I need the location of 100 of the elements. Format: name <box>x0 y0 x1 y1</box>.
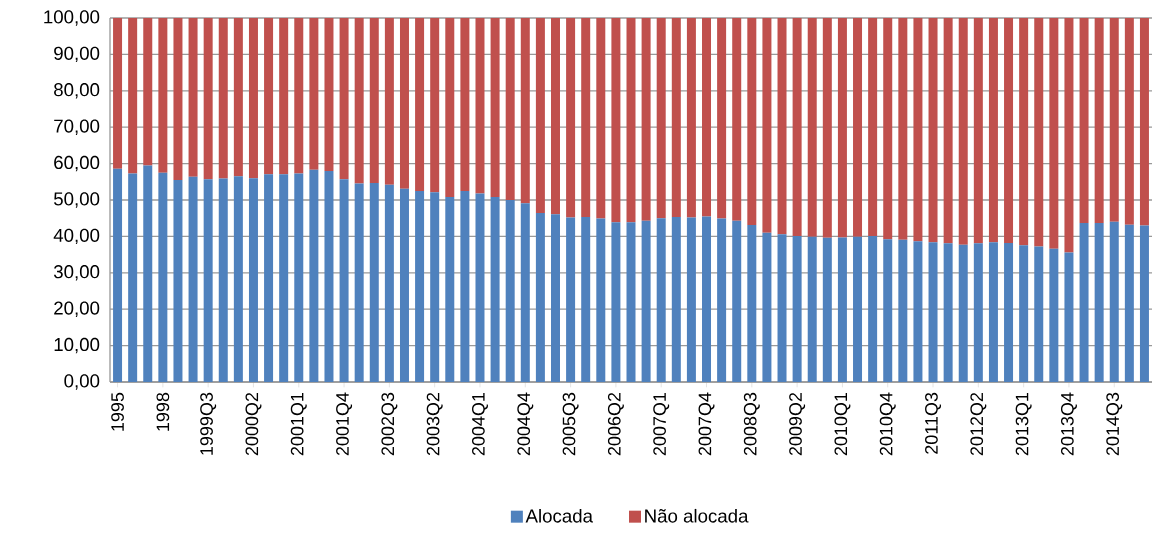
bar <box>309 17 319 170</box>
x-tick-label: 2004Q1 <box>472 392 488 456</box>
bar <box>324 170 334 382</box>
bar <box>248 178 258 382</box>
bar <box>490 17 500 198</box>
bar <box>324 17 334 171</box>
bar <box>777 234 787 382</box>
bar <box>173 179 183 382</box>
x-tick-label: 2008Q3 <box>743 392 760 456</box>
bar <box>158 172 168 382</box>
bar <box>309 169 319 382</box>
bar <box>188 17 198 177</box>
bar <box>475 193 485 382</box>
bar <box>415 190 425 382</box>
x-tick-label: 2010Q1 <box>834 392 851 456</box>
bar <box>520 17 530 204</box>
bar <box>505 200 515 382</box>
bar <box>671 217 681 382</box>
bar <box>1019 245 1029 382</box>
bar <box>369 182 379 382</box>
x-tick-label: 1999Q3 <box>200 392 217 455</box>
bar <box>399 188 409 382</box>
bar <box>113 17 123 169</box>
bar <box>490 197 500 382</box>
x-tick-label: 2000Q2 <box>245 392 262 456</box>
bar <box>837 237 847 382</box>
bar <box>460 17 470 191</box>
bar <box>143 17 153 166</box>
bar <box>1079 17 1089 223</box>
bar <box>128 17 138 174</box>
bar <box>158 17 168 173</box>
bar <box>1064 17 1074 253</box>
bar <box>1109 221 1119 382</box>
bar <box>626 17 636 223</box>
bar <box>1124 17 1134 225</box>
bar <box>686 17 696 218</box>
bar <box>1049 248 1059 382</box>
bar <box>1079 222 1089 382</box>
y-tick-label: 20,00 <box>54 301 100 317</box>
x-tick-label: 2004Q4 <box>517 392 534 456</box>
bar <box>551 17 560 215</box>
y-tick-label: 100,00 <box>44 10 100 26</box>
x-tick-label: 2013Q1 <box>1015 392 1032 456</box>
bar <box>807 236 817 382</box>
bar <box>1139 17 1149 226</box>
legend-label: Alocada <box>525 508 593 523</box>
bar <box>264 17 274 175</box>
bar <box>475 17 485 194</box>
bar <box>868 236 878 382</box>
y-tick-label: 80,00 <box>54 83 100 99</box>
bar <box>671 17 681 218</box>
bar <box>958 17 968 245</box>
bar <box>188 176 198 382</box>
bar <box>218 17 228 179</box>
bar <box>641 220 651 382</box>
bar <box>883 239 893 382</box>
bar <box>279 174 289 382</box>
bar <box>943 243 953 382</box>
bar <box>460 190 470 382</box>
bar <box>279 17 289 175</box>
bar <box>581 17 591 218</box>
bar <box>505 17 515 200</box>
bar <box>747 17 757 226</box>
bar <box>656 17 666 219</box>
bar <box>928 17 938 243</box>
bar <box>173 17 183 180</box>
bar <box>1034 246 1044 382</box>
bar <box>686 217 696 382</box>
x-tick-label: 2003Q2 <box>426 392 443 456</box>
bar <box>294 173 304 382</box>
bar <box>792 17 802 237</box>
x-tick-label: 2001Q1 <box>290 392 307 456</box>
bar <box>113 168 123 382</box>
bar <box>822 237 832 382</box>
bar <box>1064 252 1074 382</box>
x-tick-label: 2010Q4 <box>879 392 896 456</box>
bar <box>535 17 545 214</box>
bar <box>988 242 998 382</box>
bar <box>1004 242 1014 382</box>
bar <box>233 17 243 177</box>
bar <box>566 217 576 382</box>
x-tick-label: 2005Q3 <box>562 392 579 456</box>
x-tick-label: 2006Q2 <box>607 392 624 456</box>
bar <box>384 184 394 382</box>
bar <box>777 17 787 235</box>
bar <box>973 243 983 382</box>
bar <box>898 17 908 240</box>
x-tick-label: 2002Q3 <box>381 392 398 456</box>
bar <box>792 236 802 382</box>
bar <box>445 17 455 198</box>
bar <box>702 17 712 217</box>
bar <box>520 203 530 382</box>
x-tick-label: 1995 <box>111 392 124 431</box>
bar <box>445 197 455 382</box>
bar <box>1019 17 1029 246</box>
bar <box>430 192 440 382</box>
bar <box>203 17 213 180</box>
bar <box>702 216 712 382</box>
bar <box>853 236 863 382</box>
bar <box>339 17 349 180</box>
